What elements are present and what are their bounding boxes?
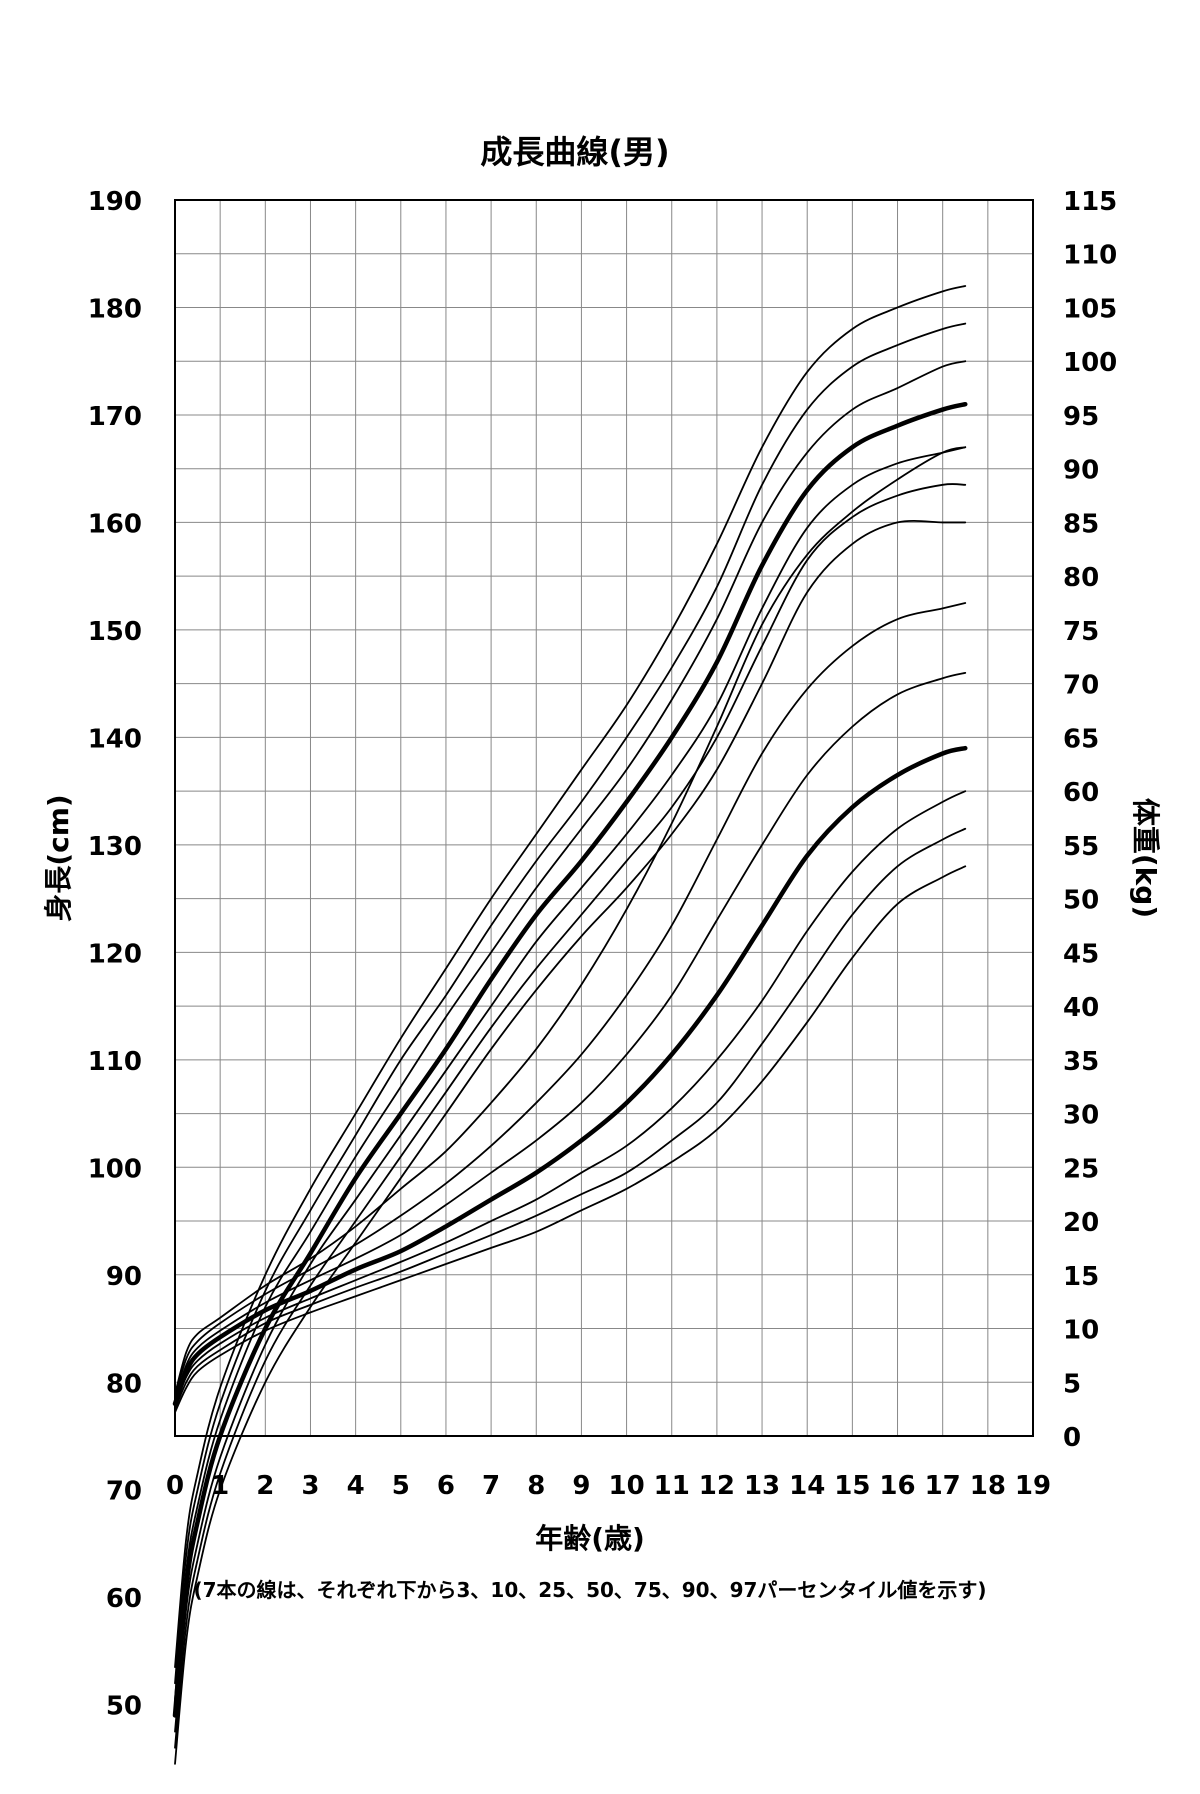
weight-tick-label: 85: [1063, 509, 1099, 539]
weight-tick-label: 30: [1063, 1101, 1099, 1131]
weight-tick-label: 70: [1063, 671, 1099, 701]
age-tick-label: 16: [879, 1471, 915, 1501]
weight-axis-label-text: 体重(kg): [1129, 798, 1162, 918]
height-tick-label: 100: [88, 1154, 142, 1184]
weight-tick-label: 60: [1063, 778, 1099, 808]
height-tick-label: 70: [106, 1477, 142, 1507]
height-tick-label: 160: [88, 509, 142, 539]
age-tick-label: 11: [654, 1471, 690, 1501]
age-tick-label: 2: [256, 1471, 274, 1501]
weight-curve-p25: [174, 790, 967, 1407]
age-tick-label: 9: [572, 1471, 590, 1501]
weight-tick-label: 15: [1063, 1262, 1099, 1292]
weight-tick-label: 25: [1063, 1154, 1099, 1184]
height-curve-p50: [172, 401, 968, 1718]
plot-border: [174, 199, 1034, 1437]
height-tick-label: 190: [88, 187, 142, 217]
grid: [175, 200, 1033, 1436]
weight-tick-label: 110: [1063, 241, 1117, 271]
age-tick-label: 6: [437, 1471, 455, 1501]
weight-axis-label: 体重(kg): [1129, 798, 1162, 918]
weight-tick-label: 40: [1063, 993, 1099, 1023]
weight-tick-label: 105: [1063, 294, 1117, 324]
weight-tick-label: 5: [1063, 1369, 1081, 1399]
weight-tick-label: 50: [1063, 886, 1099, 916]
height-curve-p75: [174, 360, 967, 1701]
weight-tick-label: 115: [1063, 187, 1117, 217]
percentile-note: (7本の線は、それぞれ下から3、10、25、50、75、90、97パーセンタイル…: [193, 1578, 986, 1602]
weight-curve-p97: [174, 446, 967, 1395]
weight-tick-label: 75: [1063, 617, 1099, 647]
weight-axis-ticks: 1151101051009590858075706560555045403530…: [1063, 187, 1117, 1453]
percentile-curves: [172, 285, 968, 1765]
height-tick-label: 140: [88, 724, 142, 754]
weight-tick-label: 80: [1063, 563, 1099, 593]
height-tick-label: 80: [106, 1369, 142, 1399]
weight-tick-label: 20: [1063, 1208, 1099, 1238]
age-tick-label: 13: [744, 1471, 780, 1501]
age-tick-label: 5: [392, 1471, 410, 1501]
height-tick-label: 180: [88, 294, 142, 324]
chart-title: 成長曲線(男): [480, 133, 669, 171]
height-tick-label: 150: [88, 617, 142, 647]
age-tick-label: 18: [970, 1471, 1006, 1501]
height-tick-label: 50: [106, 1692, 142, 1722]
weight-curve-p50: [172, 745, 968, 1407]
age-tick-label: 12: [699, 1471, 735, 1501]
weight-tick-label: 55: [1063, 832, 1099, 862]
age-axis-ticks: 0 1 2 3 4 5 6 7 8 9 10 11 12 13 14 15 16 17 18 19: [166, 1471, 1051, 1501]
weight-tick-label: 45: [1063, 939, 1099, 969]
age-tick-label: 14: [789, 1471, 825, 1501]
height-curve-p3: [174, 519, 967, 1765]
height-curve-p97: [174, 285, 967, 1668]
age-tick-label: 17: [925, 1471, 961, 1501]
height-tick-label: 60: [106, 1584, 142, 1614]
weight-tick-label: 90: [1063, 456, 1099, 486]
age-tick-label: 3: [301, 1471, 319, 1501]
weight-tick-label: 0: [1063, 1423, 1081, 1453]
age-tick-label: 10: [608, 1471, 644, 1501]
age-tick-label: 19: [1015, 1471, 1051, 1501]
height-tick-label: 170: [88, 402, 142, 432]
age-axis-label: 年齢(歳): [535, 1522, 645, 1555]
age-tick-label: 7: [482, 1471, 500, 1501]
weight-tick-label: 100: [1063, 348, 1117, 378]
height-axis-ticks: 190 180 170 160 150 140 130 120 110 100 90 80 70 60 50…: [88, 187, 142, 1722]
age-tick-label: 4: [347, 1471, 365, 1501]
height-axis-label-text: 身長(cm): [42, 794, 75, 921]
height-tick-label: 130: [88, 832, 142, 862]
weight-curve-p90: [174, 602, 967, 1399]
height-curve-p10: [174, 483, 967, 1749]
weight-tick-label: 95: [1063, 402, 1099, 432]
age-tick-label: 15: [834, 1471, 870, 1501]
weight-curve-p75: [174, 672, 967, 1402]
age-tick-label: 8: [527, 1471, 545, 1501]
weight-curve-p3: [174, 865, 967, 1414]
weight-tick-label: 10: [1063, 1316, 1099, 1346]
height-tick-label: 110: [88, 1047, 142, 1077]
height-tick-label: 90: [106, 1262, 142, 1292]
height-curve-p25: [174, 446, 967, 1733]
age-tick-label: 0: [166, 1471, 184, 1501]
weight-tick-label: 35: [1063, 1047, 1099, 1077]
height-axis-label: 身長(cm): [42, 794, 75, 921]
age-tick-label: 1: [211, 1471, 229, 1501]
height-curve-p90: [174, 322, 967, 1685]
height-tick-label: 120: [88, 939, 142, 969]
weight-curve-p10: [174, 827, 967, 1411]
weight-tick-label: 65: [1063, 724, 1099, 754]
